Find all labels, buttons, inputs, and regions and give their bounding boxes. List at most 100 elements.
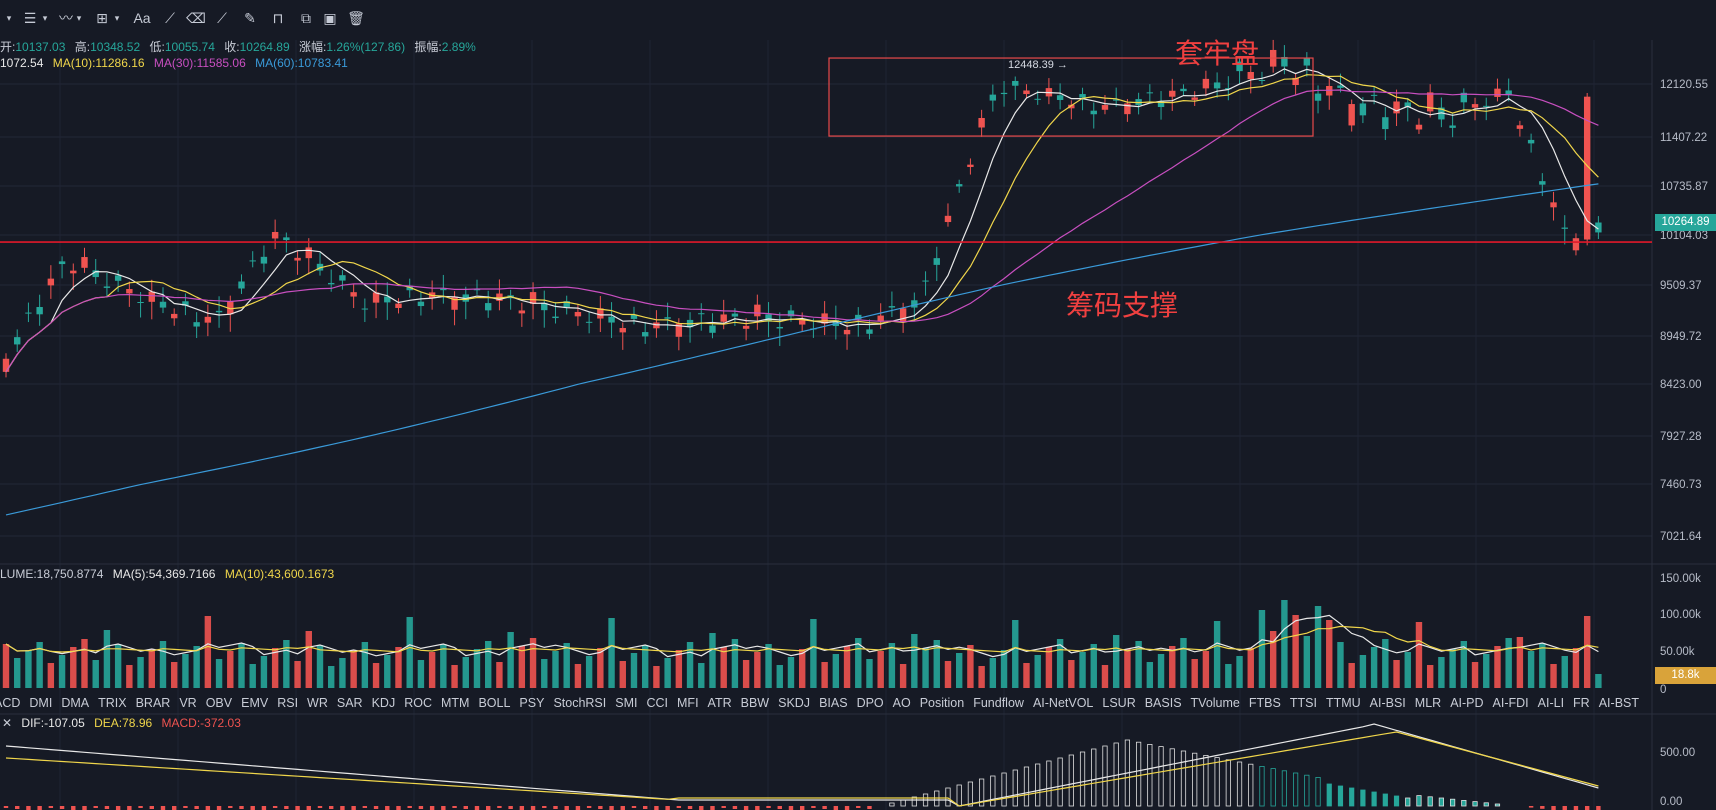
indicator-tab-vr[interactable]: VR (179, 696, 197, 710)
indicator-tab-ftbs[interactable]: FTBS (1248, 696, 1281, 710)
macd-bar (1405, 797, 1411, 807)
candle-body (283, 237, 290, 241)
indicator-tab-ttsi[interactable]: TTSI (1289, 696, 1317, 710)
indicator-tab-fundflow[interactable]: Fundflow (973, 696, 1024, 710)
draw-line-icon[interactable]: ⟋ (165, 10, 175, 26)
indicator-tab-dma[interactable]: DMA (61, 696, 90, 710)
indicator-tab-ai-bsi[interactable]: AI-BSI (1369, 696, 1406, 710)
candle-body (641, 332, 649, 337)
indicator-tab-wr[interactable]: WR (307, 696, 328, 710)
indicator-tab-mtm[interactable]: MTM (440, 696, 470, 710)
indicator-tab-tvolume[interactable]: TVolume (1190, 696, 1240, 710)
candle-body (630, 314, 638, 319)
ruler-icon[interactable]: ⟋ (217, 10, 227, 26)
lock-icon[interactable]: ⊓ (272, 10, 284, 26)
volume-bar (944, 661, 952, 688)
candle-body (114, 275, 122, 281)
indicator-tab-atr[interactable]: ATR (707, 696, 732, 710)
indicator-tab-ai-li[interactable]: AI-LI (1537, 696, 1565, 710)
macd-bar (1562, 806, 1567, 810)
macd-bar (777, 806, 782, 809)
macd-bar (127, 806, 132, 810)
text-tool-icon[interactable]: Aa (133, 10, 151, 26)
indicator-tab-ao[interactable]: AO (892, 696, 911, 710)
indicator-tab-rsi[interactable]: RSI (277, 696, 299, 710)
indicator-tab-emv[interactable]: EMV (241, 696, 269, 710)
indicator-tab-mlr[interactable]: MLR (1414, 696, 1442, 710)
support-annotation: 筹码支撑 (1066, 290, 1179, 321)
macd-dea-value: DEA:78.96 (94, 716, 153, 730)
indicator-tab-acd[interactable]: ACD (0, 696, 21, 710)
macd-bar (620, 806, 625, 810)
screenshot-icon[interactable]: ▣ (323, 10, 337, 26)
indicator-tab-dmi[interactable]: DMI (29, 696, 53, 710)
crosshair-add-icon[interactable]: ⊞ (96, 10, 108, 26)
macd-bar (654, 806, 659, 810)
indicator-tab-stochrsi[interactable]: StochRSI (553, 696, 607, 710)
brush-icon[interactable]: ✎ (244, 10, 256, 26)
trash-icon[interactable]: 🗑 (347, 10, 365, 26)
indicator-tab-roc[interactable]: ROC (404, 696, 432, 710)
candle-body (1292, 77, 1299, 86)
indicator-tab-ai-bst[interactable]: AI-BST (1598, 696, 1640, 710)
macd-bar (26, 806, 31, 810)
indicator-tab-boll[interactable]: BOLL (478, 696, 511, 710)
change-label: 涨幅: (299, 40, 327, 54)
indicator-tab-bbw[interactable]: BBW (740, 696, 770, 710)
volume-bar (922, 648, 929, 688)
volume-bar (518, 646, 526, 688)
volume-bar (1124, 649, 1131, 688)
indicator-tab-fr[interactable]: FR (1573, 696, 1590, 710)
candle-body (1516, 125, 1524, 129)
chevron-down-icon[interactable]: ▾ (6, 13, 12, 23)
indicator-tab-smi[interactable]: SMI (615, 696, 638, 710)
candle-body (944, 215, 952, 223)
indicator-tab-cci[interactable]: CCI (646, 696, 669, 710)
indicator-tab-psy[interactable]: PSY (519, 696, 545, 710)
volume-bar (339, 658, 346, 688)
macd-bar (1225, 759, 1231, 807)
macd-bar (1337, 785, 1344, 807)
volume-bar (227, 651, 234, 688)
macd-bar (82, 806, 87, 810)
indicator-tab-ttmu[interactable]: TTMU (1325, 696, 1361, 710)
indicator-tab-ai-netvol[interactable]: AI-NetVOL (1032, 696, 1094, 710)
volume-bar (765, 644, 772, 688)
candle-body (395, 303, 402, 308)
candle-body (1090, 110, 1097, 115)
indicator-tab-ai-fdi[interactable]: AI-FDI (1492, 696, 1529, 710)
candle-body (58, 261, 66, 265)
candle-body (81, 257, 88, 268)
copy-icon[interactable]: ⧉ (301, 10, 311, 26)
macd-bar (272, 806, 278, 808)
indicator-tab-basis[interactable]: BASIS (1144, 696, 1182, 710)
macd-close-icon[interactable]: ✕ (2, 716, 13, 730)
chevron-down-icon[interactable]: ▾ (42, 13, 48, 23)
indicator-tab-skdj[interactable]: SKDJ (778, 696, 811, 710)
indicator-tab-kdj[interactable]: KDJ (371, 696, 396, 710)
indicator-tab-obv[interactable]: OBV (205, 696, 233, 710)
indicator-tab-position[interactable]: Position (919, 696, 965, 710)
macd-bar (945, 787, 951, 807)
candle-body (1382, 117, 1389, 130)
chevron-down-icon[interactable]: ▾ (114, 13, 120, 23)
chevron-down-icon[interactable]: ▾ (76, 13, 82, 23)
resistance-box (828, 57, 1314, 137)
volume-bar (709, 633, 716, 688)
macd-bar (1248, 763, 1254, 807)
indicator-list-icon[interactable]: ☰ (23, 10, 37, 26)
eraser-icon[interactable]: ⌫ (186, 10, 206, 26)
ma10-line (5, 74, 1599, 373)
indicator-tab-dpo[interactable]: DPO (856, 696, 884, 710)
indicator-tab-sar[interactable]: SAR (336, 696, 363, 710)
macd-bar (1326, 783, 1332, 807)
indicator-tab-mfi[interactable]: MFI (677, 696, 699, 710)
volume-bar (1146, 662, 1154, 688)
indicator-tab-trix[interactable]: TRIX (98, 696, 127, 710)
line-style-icon[interactable]: 〰 (59, 10, 73, 26)
indicator-tab-brar[interactable]: BRAR (135, 696, 171, 710)
indicator-tab-bias[interactable]: BIAS (819, 696, 848, 710)
indicator-tab-lsur[interactable]: LSUR (1102, 696, 1136, 710)
indicator-tab-ai-pd[interactable]: AI-PD (1450, 696, 1484, 710)
